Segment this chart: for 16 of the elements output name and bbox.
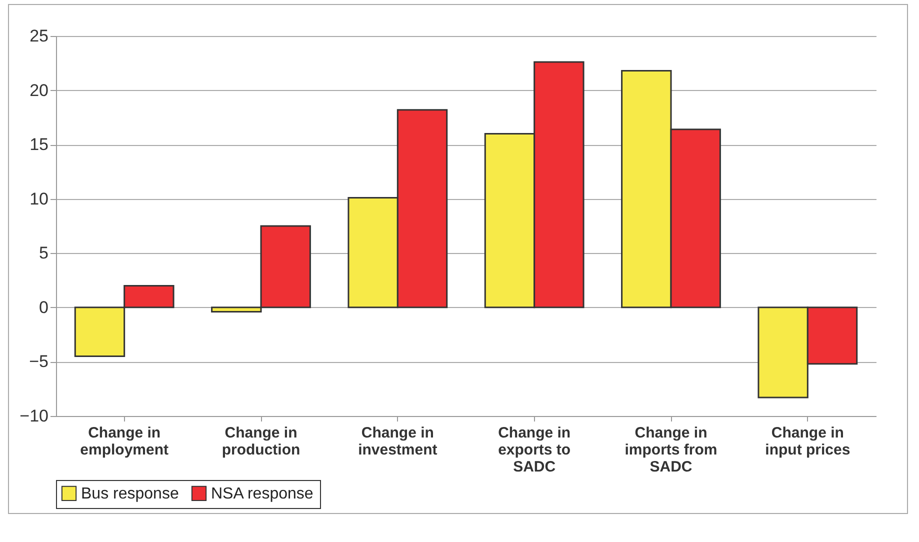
y-tick-label: −10	[20, 406, 48, 426]
y-tick-label: 15	[30, 135, 48, 154]
x-tick-label: Change in input prices	[765, 424, 850, 458]
x-tick-label: Change in imports from SADC	[624, 424, 718, 476]
legend-label: NSA response	[211, 485, 314, 502]
y-tick-label: −5	[29, 352, 48, 372]
x-tick-label: Change in production	[222, 424, 300, 458]
legend-label: Bus response	[81, 485, 179, 502]
x-tick-label: Change in investment	[358, 424, 438, 458]
x-tick-label: Change in employment	[80, 424, 169, 458]
x-tick-label: Change in exports to SADC	[498, 424, 571, 476]
y-tick-label: 10	[30, 189, 48, 208]
y-tick-label: 25	[30, 26, 48, 46]
y-tick-label: 0	[39, 298, 48, 317]
y-tick-label: 20	[30, 80, 48, 100]
y-tick-label: 5	[39, 244, 48, 263]
